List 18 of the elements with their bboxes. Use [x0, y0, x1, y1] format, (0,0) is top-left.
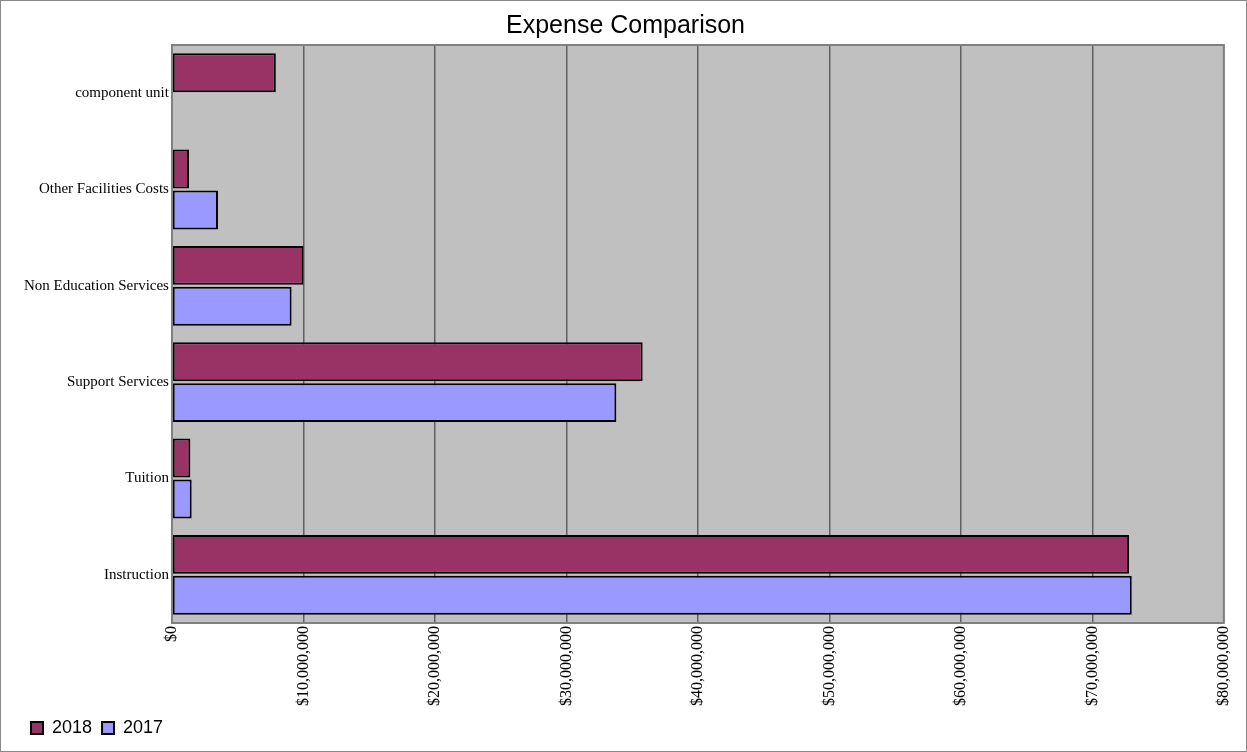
y-tick-label: Tuition: [125, 469, 170, 486]
x-tick-label: $30,000,000: [556, 626, 574, 706]
y-tick-label: Instruction: [103, 565, 170, 582]
x-tick-label: $40,000,000: [688, 626, 706, 706]
x-tick-label: $60,000,000: [951, 626, 969, 706]
x-tick-label: $0: [162, 626, 180, 642]
y-tick-label: Other Facilities Costs: [38, 180, 170, 197]
legend-label: 2017: [123, 716, 164, 737]
y-tick-label: Non Education Services: [23, 276, 170, 293]
chart-title: Expense Comparison: [505, 9, 746, 38]
x-tick-label: $50,000,000: [819, 626, 837, 706]
y-tick-label: component unit: [75, 84, 170, 101]
legend-label: 2018: [52, 716, 93, 737]
x-tick-label: $70,000,000: [1082, 626, 1100, 706]
x-tick-label: $20,000,000: [425, 626, 443, 706]
x-tick-label: $80,000,000: [1214, 626, 1231, 706]
y-tick-label: Support Services: [66, 373, 170, 390]
x-tick-label: $10,000,000: [293, 626, 311, 706]
